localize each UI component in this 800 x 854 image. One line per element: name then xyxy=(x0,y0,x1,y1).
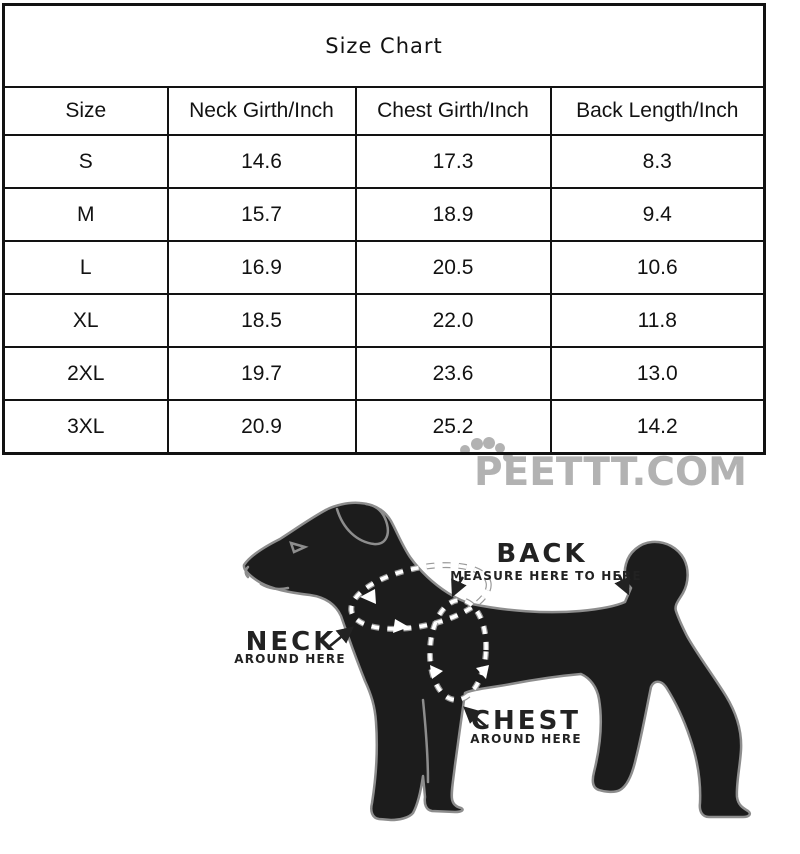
dog-measurement-diagram: BACK MEASURE HERE TO HERE NECK AROUND HE… xyxy=(234,501,752,822)
neck-dash-arrowhead-right xyxy=(393,619,409,633)
neck-cell: 19.7 xyxy=(166,346,357,401)
chest-dash-arrowhead-right xyxy=(476,665,489,679)
back-arrow-right xyxy=(614,574,630,596)
chest-cell: 22.0 xyxy=(354,293,552,348)
back-label: BACK xyxy=(496,539,587,569)
neck-dash-arrowhead-left xyxy=(360,589,376,604)
col-header-size: Size xyxy=(2,86,169,136)
watermark-text: PEETTT.COM xyxy=(474,450,747,495)
neck-cell: 16.9 xyxy=(166,240,357,295)
table-row-l: L 16.9 20.5 10.6 xyxy=(2,240,766,295)
chest-cell: 23.6 xyxy=(354,346,552,401)
back-cell: 10.6 xyxy=(549,240,766,295)
size-cell: S xyxy=(2,134,169,189)
chest-arrow xyxy=(463,706,488,728)
neck-sublabel: AROUND HERE xyxy=(234,652,346,666)
chest-cell: 17.3 xyxy=(354,134,552,189)
col-header-back: Back Length/Inch xyxy=(549,86,766,136)
col-header-chest: Chest Girth/Inch xyxy=(354,86,552,136)
chest-cell: 25.2 xyxy=(354,399,552,455)
table-header-row: Size Neck Girth/Inch Chest Girth/Inch Ba… xyxy=(2,86,766,136)
back-sublabel: MEASURE HERE TO HERE xyxy=(450,569,642,583)
front-leg-line xyxy=(421,698,430,784)
table-row-3xl: 3XL 20.9 25.2 14.2 xyxy=(2,399,766,455)
back-cell: 11.8 xyxy=(549,293,766,348)
neck-cell: 20.9 xyxy=(166,399,357,455)
table-row-2xl: 2XL 19.7 23.6 13.0 xyxy=(2,346,766,401)
size-cell: 3XL xyxy=(2,399,169,455)
chest-label: CHEST xyxy=(471,706,581,736)
mouth-line xyxy=(259,582,290,591)
back-cell: 14.2 xyxy=(549,399,766,455)
title-row: Size Chart xyxy=(2,3,766,88)
neck-arrow xyxy=(329,626,354,648)
col-header-neck: Neck Girth/Inch xyxy=(166,86,357,136)
chest-dash-arrowhead-left xyxy=(430,665,443,679)
size-cell: M xyxy=(2,187,169,242)
size-cell: L xyxy=(2,240,169,295)
back-cell: 13.0 xyxy=(549,346,766,401)
eye xyxy=(289,541,309,554)
back-cell: 8.3 xyxy=(549,134,766,189)
chest-cell: 18.9 xyxy=(354,187,552,242)
chest-sublabel: AROUND HERE xyxy=(470,732,582,746)
nose-line xyxy=(244,565,250,579)
table-row-xl: XL 18.5 22.0 11.8 xyxy=(2,293,766,348)
size-cell: XL xyxy=(2,293,169,348)
table-row-s: S 14.6 17.3 8.3 xyxy=(2,134,766,189)
chest-girth-ellipse xyxy=(428,598,488,702)
neck-cell: 18.5 xyxy=(166,293,357,348)
neck-cell: 14.6 xyxy=(166,134,357,189)
chest-cell: 20.5 xyxy=(354,240,552,295)
size-chart-table: Size Chart Size Neck Girth/Inch Chest Gi… xyxy=(2,3,766,455)
back-cell: 9.4 xyxy=(549,187,766,242)
ear-outline xyxy=(335,502,390,546)
back-arrow-left xyxy=(451,576,467,598)
neck-girth-ellipse xyxy=(349,563,491,631)
table-row-m: M 15.7 18.9 9.4 xyxy=(2,187,766,242)
neck-label: NECK xyxy=(246,627,337,657)
size-cell: 2XL xyxy=(2,346,169,401)
neck-cell: 15.7 xyxy=(166,187,357,242)
page-title: Size Chart xyxy=(2,3,766,88)
